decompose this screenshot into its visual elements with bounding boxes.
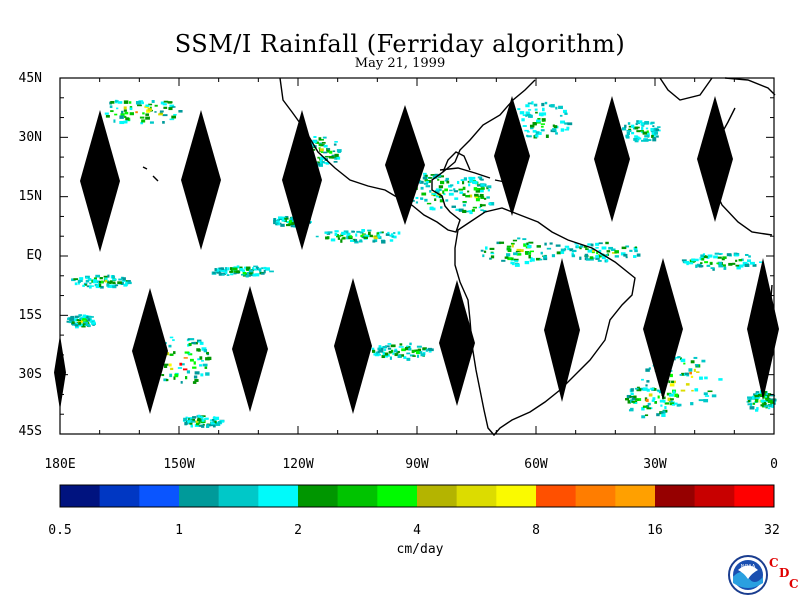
swath-gap xyxy=(334,278,372,414)
colorbar-swatch xyxy=(734,485,775,507)
colorbar-tick-32: 32 xyxy=(764,523,780,538)
noaa-logo: NOAA xyxy=(728,555,768,595)
lon-label-0: 0 xyxy=(770,457,778,472)
colorbar-tick-16: 16 xyxy=(647,523,663,538)
lat-label-30s: 30S xyxy=(18,367,42,382)
noaa-emblem-text: NOAA xyxy=(741,564,756,570)
swath-gaps xyxy=(54,96,779,414)
lat-label-15n: 15N xyxy=(18,189,42,204)
colorbar-tick-1: 1 xyxy=(175,523,183,538)
swath-gap xyxy=(439,280,475,406)
colorbar-swatch xyxy=(496,485,537,507)
swath-gap xyxy=(282,110,322,250)
lat-label-15s: 15S xyxy=(18,308,42,323)
swath-gap xyxy=(385,105,425,225)
map-title: SSM/I Rainfall (Ferriday algorithm) xyxy=(174,30,626,58)
swath-gap xyxy=(594,96,630,222)
colorbar-swatch xyxy=(655,485,695,507)
lon-label-180e: 180E xyxy=(44,457,76,472)
colorbar-swatch xyxy=(60,485,100,507)
swath-gap xyxy=(80,110,120,252)
swath-gap xyxy=(544,258,580,402)
swath-gap xyxy=(643,258,683,400)
colorbar-tick-2: 2 xyxy=(294,523,302,538)
colorbar-swatch xyxy=(377,485,418,507)
lat-label-45s: 45S xyxy=(18,424,42,439)
swath-gap xyxy=(181,110,221,250)
colorbar-swatch xyxy=(417,485,457,507)
colorbar-swatch xyxy=(456,485,497,507)
colorbar-swatch xyxy=(258,485,299,507)
lon-label-120w: 120W xyxy=(282,457,314,472)
colorbar-swatch xyxy=(218,485,259,507)
colorbar-tick-0-5: 0.5 xyxy=(48,523,72,538)
lon-label-30w: 30W xyxy=(643,457,667,472)
swath-gap xyxy=(747,258,779,400)
lon-label-90w: 90W xyxy=(405,457,429,472)
lon-label-60w: 60W xyxy=(524,457,548,472)
colorbar-swatch xyxy=(536,485,576,507)
swath-gap xyxy=(697,96,733,222)
colorbar-swatch xyxy=(298,485,338,507)
colorbar-tick-4: 4 xyxy=(413,523,421,538)
lat-label-30n: 30N xyxy=(18,130,42,145)
cdc-letter-c2: C xyxy=(789,577,799,591)
rain-patches xyxy=(66,99,777,428)
cdc-letter-c1: C xyxy=(769,556,779,570)
cdc-letter-d: D xyxy=(779,566,790,580)
lat-label-eq: EQ xyxy=(26,248,42,263)
colorbar-swatch xyxy=(615,485,656,507)
colorbar-swatch xyxy=(694,485,735,507)
colorbar-swatch xyxy=(337,485,378,507)
colorbar-swatch xyxy=(139,485,180,507)
colorbar-swatch xyxy=(575,485,616,507)
swath-gap xyxy=(132,288,168,414)
swath-gap xyxy=(232,286,268,412)
colorbar-swatch xyxy=(99,485,140,507)
colorbar-tick-8: 8 xyxy=(532,523,540,538)
colorbar-unit: cm/day xyxy=(396,542,444,557)
swath-gap xyxy=(494,96,530,216)
colorbar xyxy=(59,484,775,508)
lat-label-45n: 45N xyxy=(18,71,42,86)
lon-label-150w: 150W xyxy=(163,457,195,472)
map-subtitle: May 21, 1999 xyxy=(354,56,446,71)
colorbar-swatch xyxy=(179,485,219,507)
